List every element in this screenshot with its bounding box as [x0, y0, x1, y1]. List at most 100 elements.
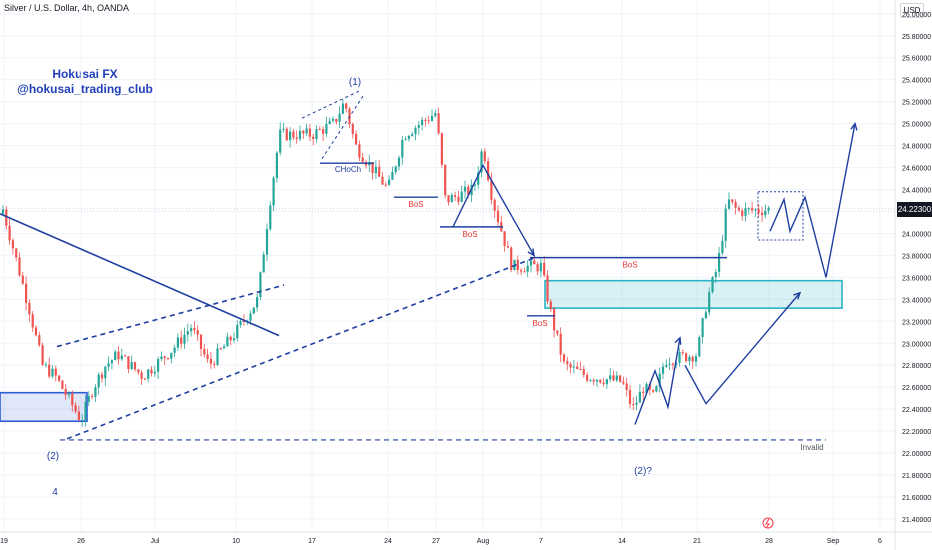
time-tick-label: 28 — [765, 538, 773, 545]
price-tick-label: 25.20000 — [902, 100, 931, 107]
candle-body — [737, 207, 740, 211]
grid — [0, 0, 895, 532]
candle-body — [698, 337, 701, 357]
candle-body — [576, 366, 579, 369]
trendline-down[interactable] — [0, 212, 280, 337]
wedge-upper-dashed[interactable] — [301, 90, 361, 119]
candle-body — [5, 209, 8, 226]
candle-body — [8, 225, 11, 241]
time-tick-label: Jul — [151, 538, 160, 545]
candle-body — [117, 351, 120, 360]
candle-body — [236, 324, 239, 339]
candle-body — [645, 383, 648, 393]
candle-body — [186, 331, 189, 335]
candle-body — [760, 212, 764, 216]
bos-label-1: BoS — [408, 200, 423, 209]
candle-body — [183, 334, 186, 344]
candle-body — [219, 348, 222, 350]
candle-body — [114, 351, 117, 361]
candle-body — [292, 131, 295, 138]
candle-body — [15, 248, 18, 258]
price-tick-label: 24.40000 — [902, 188, 931, 195]
time-tick-label: 26 — [77, 538, 85, 545]
arrowhead-aug — [527, 248, 535, 257]
candle-body — [371, 162, 374, 174]
candle-body — [612, 375, 615, 381]
candle-body — [199, 334, 203, 349]
time-tick-label: 27 — [432, 538, 440, 545]
candle-body — [480, 151, 483, 173]
time-tick-label: 10 — [232, 538, 240, 545]
candle-body — [173, 347, 176, 353]
candle-body — [467, 186, 470, 196]
candle-body — [553, 308, 556, 331]
projection-wave-small[interactable] — [634, 337, 681, 425]
candle-body — [351, 124, 354, 135]
price-tick-label: 26.00000 — [902, 12, 931, 19]
candle-body — [632, 404, 635, 406]
lightning-icon — [765, 518, 770, 528]
candle-body — [81, 419, 84, 421]
candle-body — [602, 382, 605, 385]
labels: (1) (2) 4 (2)? CHoCh BoS BoS BoS BoS Invalid — [47, 77, 824, 529]
candle-body — [622, 381, 625, 384]
candle-body — [11, 240, 14, 249]
candle-body — [312, 136, 315, 139]
candle-body — [180, 337, 183, 344]
candle-body — [308, 128, 311, 137]
candle-body — [25, 283, 28, 303]
candle-body — [708, 292, 711, 313]
candle-body — [714, 271, 717, 278]
price-tick-label: 22.20000 — [902, 429, 931, 436]
range-box[interactable] — [757, 191, 804, 241]
candle-body — [74, 405, 77, 412]
demand-zone-right[interactable] — [544, 279, 843, 309]
candle-body — [355, 134, 358, 145]
price-tick-label: 25.00000 — [902, 122, 931, 129]
candle-body — [417, 124, 420, 128]
candle-body — [18, 257, 21, 276]
impulse-path-aug[interactable] — [452, 163, 535, 256]
candle-body — [523, 271, 526, 273]
demand-zone-left[interactable] — [0, 391, 88, 423]
price-tick-label: 21.60000 — [902, 495, 931, 502]
candle-body — [341, 103, 344, 114]
candle-body — [54, 368, 57, 376]
channel-lower-dashed[interactable] — [66, 256, 536, 440]
candle-body — [661, 366, 665, 374]
candle-body — [31, 314, 34, 328]
candle-body — [427, 120, 430, 122]
drawings — [0, 90, 858, 441]
candle-body — [704, 312, 707, 319]
wedge-lower-dashed[interactable] — [321, 95, 364, 160]
wave-label-1: (1) — [349, 77, 361, 88]
event-marker-icon[interactable] — [762, 517, 774, 529]
currency-button[interactable]: USD — [900, 3, 924, 18]
candle-body — [216, 348, 219, 365]
candle-body — [48, 364, 51, 377]
candle-body — [289, 131, 292, 141]
brand-handle: @hokusai_trading_club — [17, 82, 153, 96]
candle-body — [269, 205, 272, 230]
candle-body — [434, 113, 437, 116]
candle-body — [193, 328, 196, 331]
candle-body — [496, 210, 500, 223]
candle-body — [572, 366, 575, 368]
candle-body — [51, 368, 54, 377]
candle-body — [133, 362, 137, 370]
channel-upper-dashed[interactable] — [56, 284, 285, 348]
projection-path-1[interactable] — [684, 292, 801, 405]
candle-body — [153, 371, 156, 374]
price-tick-label: 23.40000 — [902, 297, 931, 304]
projection-path-2[interactable] — [769, 123, 856, 278]
candle-body — [163, 356, 166, 359]
candle-body — [190, 328, 193, 332]
candle-body — [61, 380, 64, 389]
candle-body — [315, 129, 318, 139]
price-tick-label: 23.00000 — [902, 341, 931, 348]
time-tick-label: 17 — [308, 538, 316, 545]
candle-body — [694, 356, 698, 362]
wave-label-2q: (2)? — [634, 466, 652, 477]
candle-body — [137, 369, 140, 373]
